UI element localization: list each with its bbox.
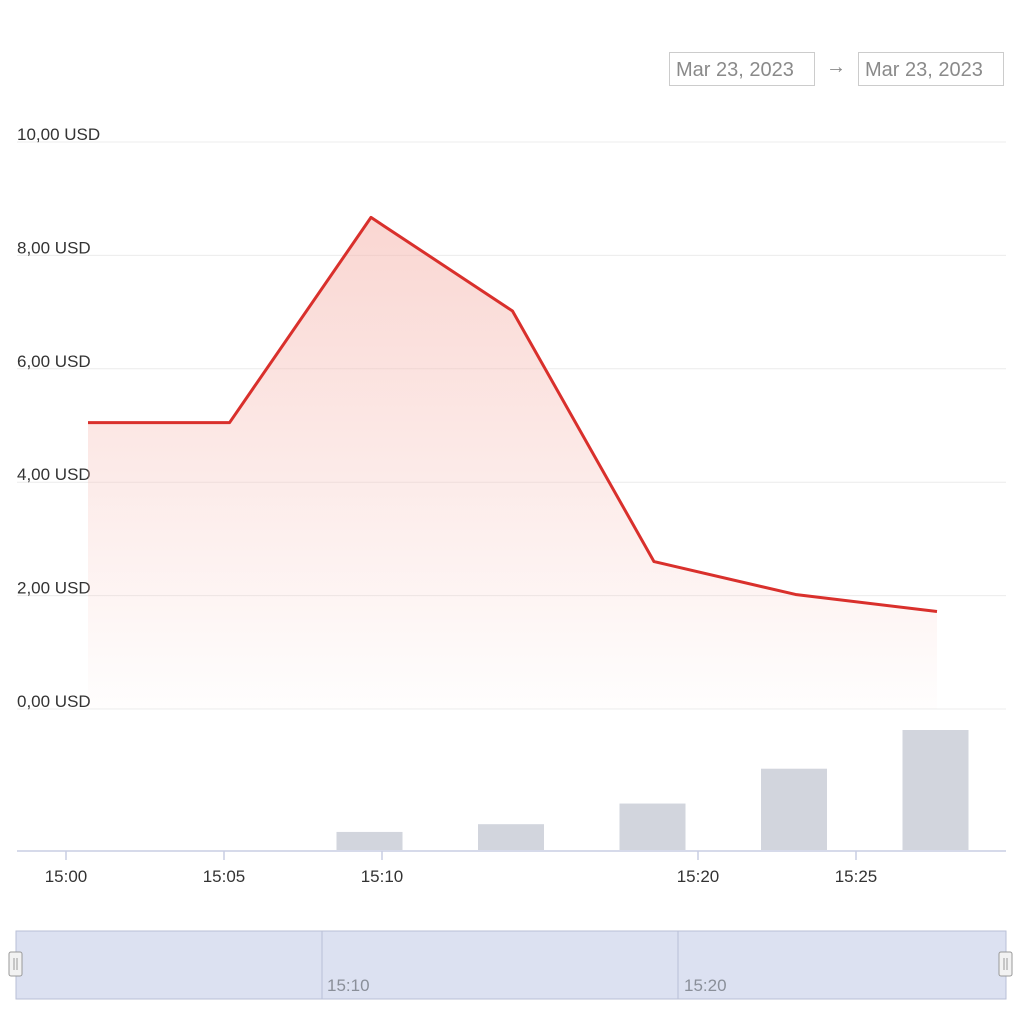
y-tick-label: 4,00 USD	[17, 465, 91, 484]
volume-bar	[478, 824, 544, 850]
price-line	[88, 215, 938, 613]
navigator-label: 15:10	[327, 976, 370, 995]
date-arrow-icon: →	[826, 56, 846, 78]
y-axis-labels: 0,00 USD 2,00 USD 4,00 USD 6,00 USD 8,00 USD…	[17, 125, 100, 711]
navigator-right-handle[interactable]	[998, 951, 1013, 977]
volume-bars	[336, 730, 969, 850]
navigator[interactable]: 15:10 15:20	[8, 930, 1013, 1000]
volume-bar	[902, 730, 969, 850]
navigator-left-handle[interactable]	[8, 951, 23, 977]
volume-bar	[761, 768, 827, 850]
volume-bar	[619, 803, 686, 850]
x-tick-label: 15:00	[45, 867, 88, 886]
navigator-range[interactable]	[15, 930, 1007, 1000]
y-tick-label: 2,00 USD	[17, 579, 91, 598]
y-tick-label: 10,00 USD	[17, 125, 100, 144]
x-tick-label: 15:10	[361, 867, 404, 886]
x-tick-label: 15:25	[835, 867, 878, 886]
x-axis-ticks: 15:00 15:05 15:10 15:20 15:25	[45, 851, 878, 886]
y-tick-label: 0,00 USD	[17, 692, 91, 711]
y-tick-label: 8,00 USD	[17, 238, 91, 257]
volume-bar	[336, 831, 403, 850]
date-to-input[interactable]: Mar 23, 2023	[858, 52, 1004, 86]
x-tick-label: 15:05	[203, 867, 246, 886]
navigator-label: 15:20	[684, 976, 727, 995]
price-area	[88, 217, 937, 709]
x-tick-label: 15:20	[677, 867, 720, 886]
y-tick-label: 6,00 USD	[17, 352, 91, 371]
date-from-input[interactable]: Mar 23, 2023	[669, 52, 815, 86]
